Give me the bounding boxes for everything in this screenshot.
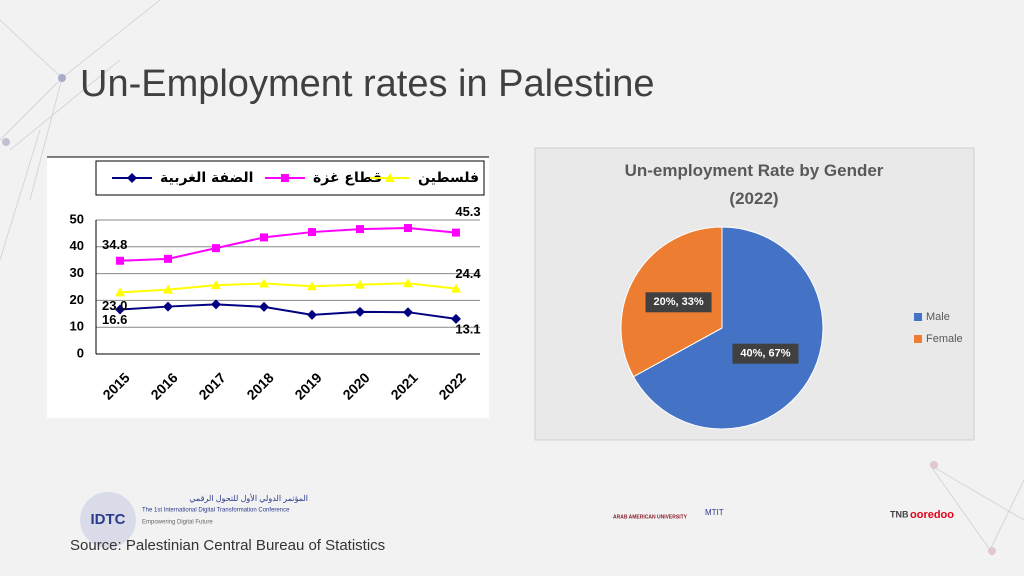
series-line	[119, 282, 457, 294]
y-tick-label: 30	[70, 265, 84, 280]
legend-swatch	[914, 335, 922, 343]
marker	[451, 313, 461, 324]
data-label: 45.3	[455, 204, 480, 219]
sponsor: MTIT	[705, 508, 724, 517]
data-label: 13.1	[455, 321, 480, 336]
marker	[116, 256, 124, 265]
y-tick-label: 50	[70, 211, 84, 226]
marker	[403, 307, 413, 318]
marker	[385, 173, 395, 182]
series-line	[119, 303, 457, 320]
decoration-dot	[58, 74, 66, 82]
tagline: Empowering Digital Future	[142, 520, 213, 526]
marker	[355, 306, 365, 317]
marker	[356, 225, 364, 234]
conference-ar: المؤتمر الدولي الأول للتحول الرقمي	[189, 493, 308, 503]
sponsor: ooredoo	[910, 509, 954, 521]
marker	[164, 254, 172, 263]
marker	[307, 281, 317, 291]
marker	[281, 174, 289, 182]
marker	[308, 228, 316, 237]
data-label-box	[645, 292, 712, 313]
data-label: 34.8	[102, 237, 127, 252]
marker	[115, 287, 125, 297]
marker	[260, 233, 268, 242]
legend-label: قطاع غزة	[313, 170, 382, 186]
sponsor: ARAB AMERICAN UNIVERSITY	[613, 514, 688, 520]
data-label: 20%, 33%	[653, 296, 703, 308]
legend-label: فلسطين	[418, 170, 479, 186]
data-label: 23.0	[102, 298, 127, 313]
decoration	[0, 0, 1024, 551]
decoration-dot	[930, 461, 938, 469]
marker	[307, 309, 317, 320]
legend-label: الضفة الغربية	[160, 170, 253, 186]
data-label-box	[732, 343, 799, 364]
marker	[452, 228, 460, 237]
data-label: 40%, 67%	[740, 348, 790, 360]
marker	[451, 283, 461, 293]
sponsor: TNB	[890, 509, 909, 519]
marker	[163, 284, 173, 294]
marker	[211, 280, 221, 290]
pie-title-line: Un-employment Rate by Gender (2022)	[625, 161, 884, 208]
decoration-dot	[2, 138, 10, 146]
logo-badge	[80, 492, 136, 548]
marker	[212, 244, 220, 253]
pie-chart: 40%, 67% Male 20%, 33% Female	[620, 226, 963, 430]
data-label: 16.6	[102, 312, 127, 327]
y-tick-label: 40	[70, 238, 84, 253]
series-line	[119, 227, 457, 262]
legend-label: Female	[926, 333, 963, 345]
y-tick-label: 0	[77, 345, 84, 360]
y-tick-label: 20	[70, 292, 84, 307]
legend-label: Male	[926, 311, 950, 323]
marker	[163, 301, 173, 312]
y-tick-label: 10	[70, 319, 84, 334]
decoration-dot	[988, 547, 996, 555]
legend-swatch	[914, 313, 922, 321]
logo-text: IDTC	[91, 511, 126, 528]
marker	[127, 173, 137, 183]
data-label: 24.4	[455, 266, 481, 281]
slide-title: Un-Employment rates in Palestine	[80, 63, 654, 105]
pie-slice	[632, 226, 824, 430]
marker	[259, 301, 269, 312]
conference-en: The 1st International Digital Transforma…	[142, 508, 290, 514]
marker	[115, 304, 125, 315]
marker	[355, 279, 365, 289]
marker	[211, 299, 221, 310]
marker	[403, 278, 413, 288]
source: Source: Palestinian Central Bureau of St…	[70, 537, 385, 554]
marker	[404, 224, 412, 233]
marker	[259, 278, 269, 288]
